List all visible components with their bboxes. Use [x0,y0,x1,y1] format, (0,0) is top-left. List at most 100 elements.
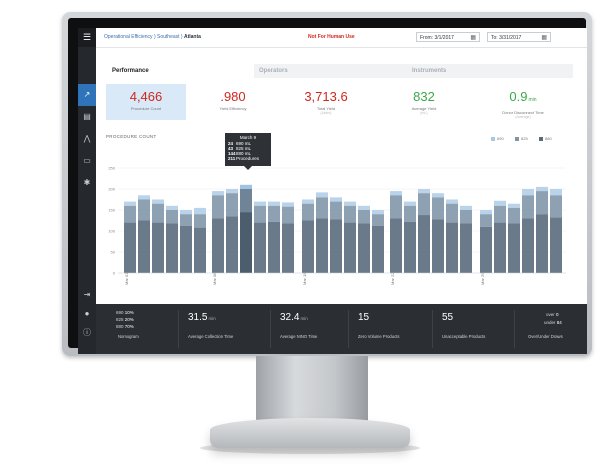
stat-nino-time[interactable]: 32.4min Average NINO Time [280,304,350,354]
breadcrumb: Operational Efficiency ) Southeast ) Atl… [104,34,201,40]
bar-segment-825 [390,195,402,219]
tooltip-text: 880 mL [236,151,252,156]
y-tick-label: 50 [111,250,116,255]
tooltip-count: 211 [228,156,236,161]
gear-icon[interactable]: ✱ [83,178,91,187]
bar-segment-825 [240,189,252,213]
stat-zero-volume[interactable]: 15 Zero Volume Products [358,304,428,354]
kpi-average-yield[interactable]: 832 Average Yield (mL) [384,84,464,120]
bar-segment-690 [390,191,402,196]
kpi-label: Procedure Count [130,106,162,111]
kpi-donor-disconnect[interactable]: 0.9min Donor Disconnect Time (Average) [483,84,563,120]
bar-segment-690 [138,195,150,200]
legend-880[interactable]: 880 [539,136,552,141]
tab-operators[interactable]: Operators [259,68,288,74]
stat-over-under[interactable]: over 0 under 84 Over/Under Draws [522,304,584,354]
bar-segment-825 [344,205,356,223]
bar-segment-880 [124,222,136,273]
to-label: To: [491,35,498,41]
kpi-total-yield[interactable]: 3,713.6 Total Yield (Liters) [286,84,366,120]
tooltip-text: Procedures [236,156,260,161]
tab-instruments[interactable]: Instruments [412,68,447,74]
legend-label: 880 [545,136,552,141]
kpi-label: Average Yield [411,106,437,111]
bar-segment-825 [152,203,164,223]
tab-performance[interactable]: Performance [106,64,254,78]
nomogram-value: 70% [124,324,134,329]
kpi-unit: min [528,97,537,103]
kpi-value: .980 [220,89,246,104]
bar-segment-880 [254,222,266,273]
bar-segment-690 [254,201,266,206]
legend-690[interactable]: 690 [491,136,504,141]
bar-segment-825 [358,210,370,224]
chart-title: PROCEDURE COUNT [106,134,157,139]
bar-segment-825 [404,205,416,222]
calendar-icon[interactable]: ▦ [541,35,547,41]
chart-line-icon[interactable]: ↗ [78,84,96,106]
from-date-value: 3/1/2017 [434,35,454,41]
bar-segment-690 [550,189,562,196]
kpi-yield-efficiency[interactable]: .980 Yield Efficiency [193,84,273,120]
bar-segment-880 [138,220,150,273]
bar-segment-690 [404,201,416,206]
bar-segment-825 [480,214,492,227]
globe-icon[interactable]: ● [84,309,90,318]
over-value: 0 [556,312,559,317]
logo-icon: ☰ [78,28,96,47]
bar-segment-825 [536,191,548,215]
bar-segment-825 [254,205,266,223]
bar-segment-880 [460,223,472,273]
legend-swatch [539,136,543,141]
bar-segment-690 [240,184,252,189]
from-date-field[interactable]: From: 3/1/2017 ▦ [416,32,480,42]
kpi-label: Donor Disconnect Time [502,110,544,115]
breadcrumb-operational-efficiency[interactable]: Operational Efficiency [104,34,153,40]
bar-segment-880 [180,225,192,273]
x-tick-label: Mar 22 [390,272,395,285]
stat-value: 32.4 [280,312,300,323]
nomogram-value: 10% [124,310,134,315]
logout-icon[interactable]: ⇥ [83,290,91,299]
legend-label: 690 [497,136,504,141]
bar-segment-880 [344,222,356,273]
monitor-neck [256,356,368,422]
bar-segment-880 [194,227,206,273]
breadcrumb-southeast[interactable]: Southeast [157,34,180,40]
bar-segment-880 [390,218,402,273]
legend-825[interactable]: 825 [515,136,528,141]
bar-segment-825 [282,206,294,224]
calendar-icon[interactable]: ▦ [470,35,476,41]
from-label: From: [420,35,434,41]
bar-segment-690 [358,205,370,210]
stat-label: Unacceptable Products [442,334,486,339]
kpi-sub: (Average) [515,115,531,119]
kpi-procedure-count[interactable]: 4,466 Procedure Count [106,84,186,120]
to-date-field[interactable]: To: 3/31/2017 ▦ [487,32,551,42]
stat-collection-time[interactable]: 31.5min Average Collection Time [188,304,268,354]
bar-segment-690 [536,186,548,192]
bar-segment-690 [446,199,458,204]
peaks-icon[interactable]: ⋀ [83,134,91,143]
monitor-icon[interactable]: ▭ [83,156,91,165]
info-icon[interactable]: ⓘ [83,328,91,337]
bar-segment-825 [194,214,206,228]
stat-label: Average Collection Time [188,334,234,339]
stat-unacceptable[interactable]: 55 Unacceptable Products [442,304,512,354]
divider [348,310,349,348]
bar-segment-690 [194,207,206,215]
bar-segment-880 [302,220,314,273]
bar-segment-690 [302,199,314,204]
x-tick-label: Mar 29 [480,272,485,285]
document-icon[interactable]: ▤ [83,112,91,121]
stat-label: Zero Volume Products [358,334,400,339]
bar-segment-880 [152,222,164,273]
bar-segment-825 [180,214,192,226]
bar-segment-880 [446,222,458,273]
bar-segment-880 [226,216,238,273]
nomogram-key: 825 [116,317,124,322]
bar-segment-690 [282,202,294,207]
stat-value: 31.5 [188,312,208,323]
stat-nomogram[interactable]: 690 10% 825 20% 880 70% Nomogram [116,304,176,354]
bar-segment-690 [494,200,506,206]
